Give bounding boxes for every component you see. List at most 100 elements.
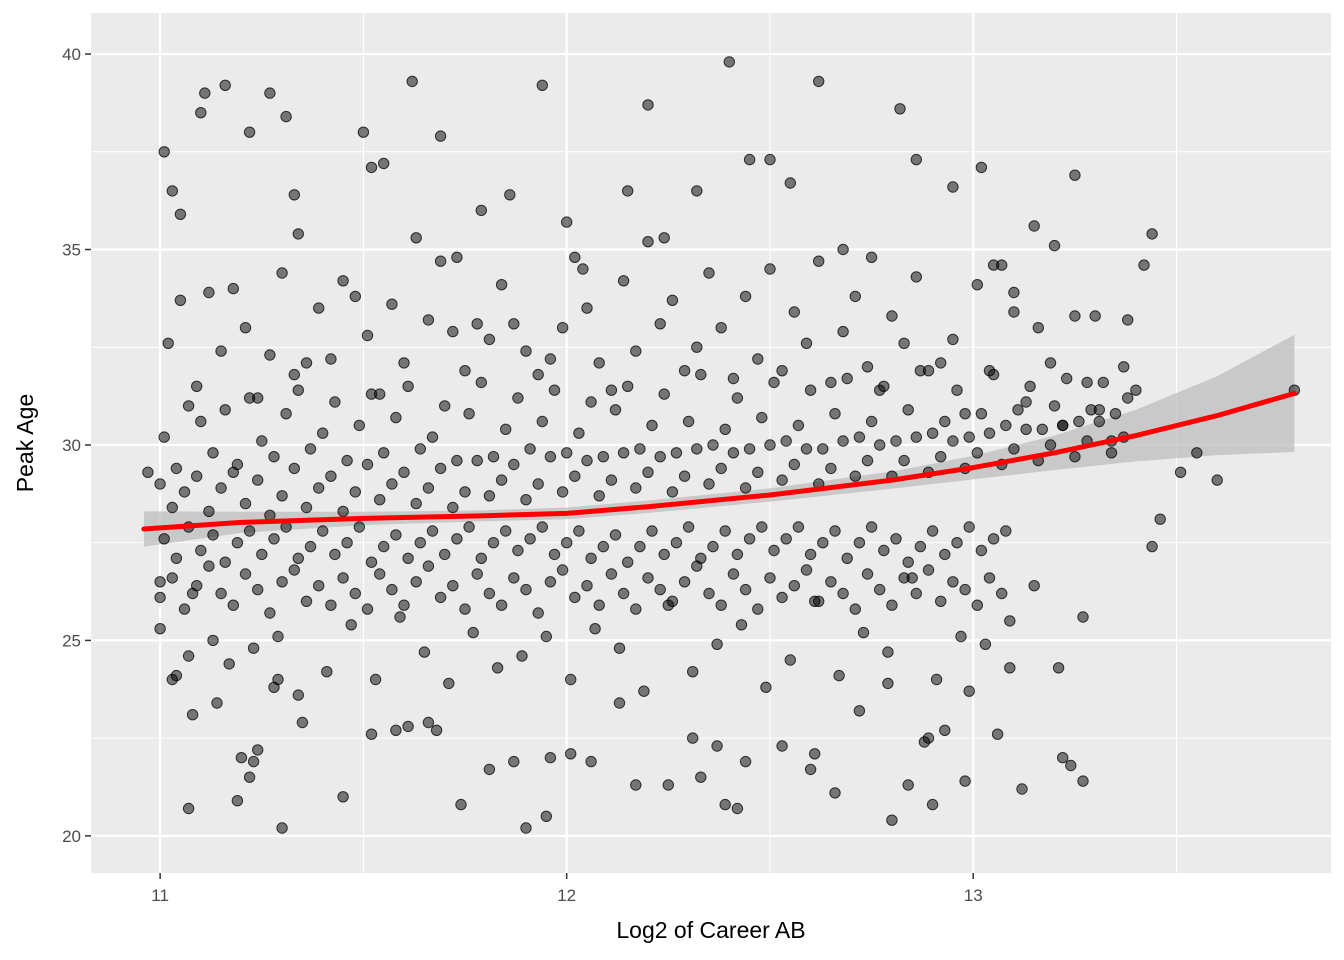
data-point xyxy=(687,666,699,678)
data-point xyxy=(243,126,256,138)
data-point xyxy=(894,103,906,115)
data-point xyxy=(1052,662,1065,674)
data-point xyxy=(910,431,922,443)
data-point xyxy=(1146,228,1158,240)
data-point xyxy=(443,677,455,690)
data-point xyxy=(743,533,756,545)
data-point xyxy=(475,376,487,389)
data-point xyxy=(158,431,170,443)
data-point xyxy=(861,361,874,373)
data-point xyxy=(581,454,593,467)
data-point xyxy=(243,771,256,783)
x-tick-label: 12 xyxy=(557,886,576,905)
data-point xyxy=(1122,314,1134,326)
data-point xyxy=(174,294,187,306)
data-point xyxy=(585,552,597,564)
data-point xyxy=(1004,615,1016,627)
data-point xyxy=(731,548,744,561)
data-point xyxy=(1118,361,1130,373)
data-point xyxy=(1130,384,1142,396)
data-point xyxy=(723,56,735,68)
data-point xyxy=(975,408,988,420)
data-point xyxy=(154,591,166,604)
data-point xyxy=(914,540,927,553)
data-point xyxy=(752,466,764,478)
data-point xyxy=(829,525,841,537)
data-point xyxy=(739,290,752,303)
data-point xyxy=(800,337,813,349)
x-axis-ticks: 11 12 13 xyxy=(151,873,983,905)
data-point xyxy=(922,564,935,576)
data-point xyxy=(1061,372,1073,385)
data-point xyxy=(256,435,268,447)
data-point xyxy=(1069,169,1081,181)
data-point xyxy=(951,537,963,549)
data-point xyxy=(447,580,459,592)
data-point xyxy=(426,525,439,537)
data-point xyxy=(264,607,276,619)
data-point xyxy=(569,251,581,263)
data-point xyxy=(317,525,329,537)
data-point xyxy=(922,732,935,744)
data-point xyxy=(914,365,927,377)
data-point xyxy=(520,822,532,834)
data-point xyxy=(804,384,817,396)
data-point xyxy=(426,431,439,443)
data-point xyxy=(500,525,512,537)
data-point xyxy=(605,384,618,396)
data-point xyxy=(695,368,707,381)
data-point xyxy=(321,666,333,678)
data-point xyxy=(678,470,691,482)
data-point xyxy=(280,110,292,123)
data-point xyxy=(695,771,707,783)
data-point xyxy=(544,353,557,365)
data-point xyxy=(524,443,536,455)
data-point xyxy=(975,544,988,557)
data-point xyxy=(243,525,256,537)
data-point xyxy=(451,251,463,263)
data-point xyxy=(865,415,878,428)
data-point xyxy=(1073,415,1085,428)
data-point xyxy=(536,79,548,92)
data-point xyxy=(1000,525,1012,537)
data-point xyxy=(853,705,866,717)
data-point xyxy=(996,587,1008,600)
data-point xyxy=(935,595,947,607)
data-point xyxy=(788,306,800,318)
smooth-line-layer xyxy=(141,390,1297,532)
data-point xyxy=(487,537,500,549)
data-point xyxy=(439,548,451,561)
data-point xyxy=(947,576,959,588)
data-point xyxy=(638,685,650,697)
data-point xyxy=(662,779,674,791)
data-point xyxy=(727,372,740,385)
data-point xyxy=(886,310,898,322)
data-point xyxy=(642,466,654,478)
data-point xyxy=(898,337,910,349)
data-point xyxy=(276,576,288,588)
data-point xyxy=(589,623,601,635)
data-point xyxy=(682,415,695,428)
data-point xyxy=(378,447,390,459)
data-point xyxy=(1020,423,1032,435)
data-point xyxy=(837,243,849,256)
data-point xyxy=(166,572,179,584)
data-point xyxy=(532,607,544,619)
data-point xyxy=(422,716,435,729)
data-point xyxy=(711,740,723,752)
data-point xyxy=(622,556,634,568)
data-point xyxy=(780,533,792,545)
y-axis-ticks: 20 25 30 35 40 xyxy=(62,45,91,846)
data-point xyxy=(739,482,752,494)
data-point xyxy=(804,763,817,776)
data-point xyxy=(849,470,861,482)
data-point xyxy=(451,533,463,545)
data-point xyxy=(780,435,792,447)
data-point xyxy=(390,411,402,424)
data-point xyxy=(516,650,528,662)
data-point xyxy=(691,185,703,197)
data-point xyxy=(849,603,861,615)
data-point xyxy=(930,673,943,686)
data-point xyxy=(264,349,276,361)
data-point xyxy=(658,388,670,400)
